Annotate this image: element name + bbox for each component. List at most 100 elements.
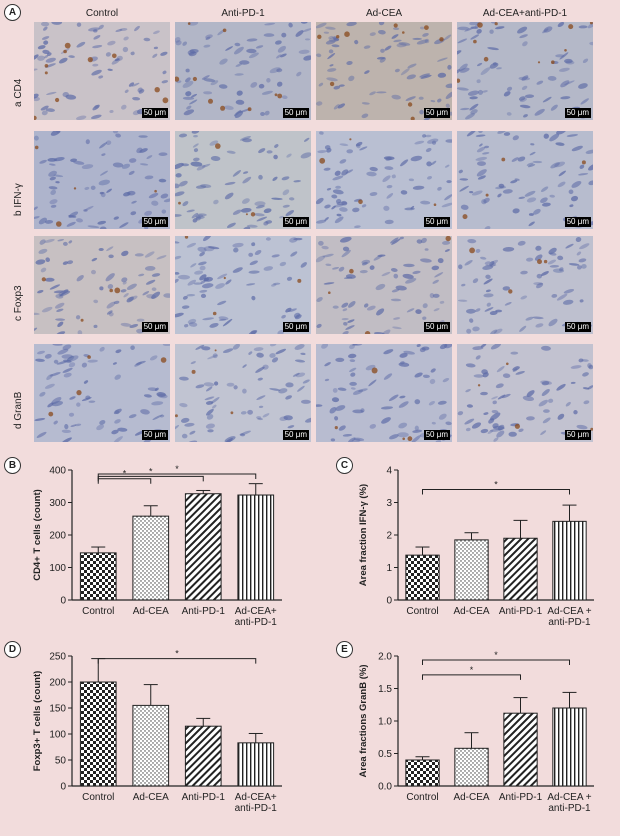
- scale-bar-label: 50 μm: [423, 430, 450, 440]
- scale-bar-label: 50 μm: [141, 322, 168, 332]
- x-tick-label: Anti-PD-1: [182, 792, 226, 803]
- bar: [132, 515, 170, 601]
- row-label: b IFN-γ: [13, 183, 24, 216]
- y-tick-label: 2.0: [378, 652, 392, 663]
- y-tick-label: 250: [49, 652, 66, 663]
- bar: [405, 554, 440, 601]
- bar: [454, 747, 489, 787]
- x-tick-label: Anti-PD-1: [499, 792, 543, 803]
- x-tick-label: Anti-PD-1: [182, 606, 226, 617]
- scale-bar-label: 50 μm: [141, 108, 168, 118]
- bar: [184, 725, 222, 787]
- y-tick-label: 100: [49, 730, 66, 741]
- y-axis-label: Area fractions GranB (%): [358, 665, 369, 778]
- x-tick-label: Ad-CEA+: [235, 606, 277, 617]
- y-tick-label: 100: [49, 563, 66, 574]
- micrograph-image: 50 μm: [316, 22, 452, 120]
- bar: [503, 712, 538, 787]
- scale-bar-label: 50 μm: [282, 108, 309, 118]
- scale-bar-label: 50 μm: [282, 217, 309, 227]
- y-axis-label: CD4+ T cells (count): [32, 489, 43, 581]
- micrograph-image: 50 μm: [457, 344, 593, 442]
- bar: [184, 493, 222, 601]
- bar: [454, 539, 489, 601]
- significance-bracket: [97, 658, 257, 664]
- significance-star: *: [175, 649, 179, 659]
- chart-c: 0 1 2 3 4 Area fraction IFN-γ (%) Control Ad-CE…: [358, 466, 594, 628]
- scale-bar-label: 50 μm: [423, 322, 450, 332]
- x-tick-label: Ad-CEA +: [547, 792, 591, 803]
- scale-bar-label: 50 μm: [564, 217, 591, 227]
- micrograph-image: 50 μm: [316, 236, 452, 334]
- y-tick-label: 300: [49, 498, 66, 509]
- x-tick-label: Ad-CEA: [453, 606, 489, 617]
- panel-a-letter: A: [4, 4, 21, 21]
- column-header: Control: [85, 8, 119, 19]
- panel-e-letter: E: [336, 641, 353, 658]
- micrograph-image: 50 μm: [316, 344, 452, 442]
- micrograph-image: 50 μm: [175, 344, 311, 442]
- x-tick-label: anti-PD-1: [235, 617, 278, 628]
- significance-bracket: [422, 659, 570, 665]
- x-tick-label: Control: [406, 792, 438, 803]
- significance-star: *: [470, 665, 474, 675]
- chart-b: 0 100 200 300 400 CD4+ T cells (count) Control…: [32, 464, 282, 628]
- y-tick-label: 0.5: [378, 749, 392, 760]
- micrograph-image: 50 μm: [34, 236, 170, 334]
- x-tick-label: Ad-CEA+: [235, 792, 277, 803]
- x-tick-label: Ad-CEA +: [547, 606, 591, 617]
- x-tick-label: anti-PD-1: [548, 617, 591, 628]
- y-tick-label: 3: [386, 498, 392, 509]
- y-axis-label: Foxp3+ T cells (count): [32, 671, 43, 772]
- panel-b-letter: B: [4, 457, 21, 474]
- x-tick-label: Ad-CEA: [133, 606, 169, 617]
- significance-star: *: [494, 480, 498, 490]
- scale-bar-label: 50 μm: [141, 217, 168, 227]
- x-tick-label: Ad-CEA: [453, 792, 489, 803]
- micrograph-image: 50 μm: [316, 131, 452, 229]
- y-tick-label: 150: [49, 704, 66, 715]
- scale-bar-label: 50 μm: [141, 430, 168, 440]
- scale-bar-label: 50 μm: [564, 322, 591, 332]
- bar: [132, 704, 170, 787]
- scale-bar-label: 50 μm: [423, 108, 450, 118]
- y-tick-label: 2: [386, 531, 392, 542]
- y-tick-label: 200: [49, 531, 66, 542]
- significance-bracket: [97, 473, 257, 479]
- x-tick-label: Control: [406, 606, 438, 617]
- x-tick-label: Ad-CEA: [133, 792, 169, 803]
- significance-bracket: [97, 478, 152, 484]
- micrograph-image: 50 μm: [457, 22, 593, 120]
- row-label: c Foxp3: [13, 285, 24, 321]
- bar: [552, 707, 587, 787]
- significance-star: *: [175, 464, 179, 474]
- row-label: d GranB: [13, 391, 24, 429]
- chart-e: 0.0 0.5 1.0 1.5 2.0 Area fractions GranB (%) C…: [358, 650, 594, 814]
- y-tick-label: 200: [49, 678, 66, 689]
- micrograph-image: 50 μm: [175, 236, 311, 334]
- micrograph-image: 50 μm: [175, 131, 311, 229]
- column-header: Ad-CEA+anti-PD-1: [482, 8, 568, 19]
- chart-d: 0 50 100 150 200 250 Foxp3+ T cells (count) Con…: [32, 649, 282, 814]
- panel-c-letter: C: [336, 457, 353, 474]
- bar: [405, 759, 440, 787]
- bar: [503, 537, 538, 601]
- y-tick-label: 50: [55, 756, 67, 767]
- bar: [237, 494, 275, 601]
- scale-bar-label: 50 μm: [423, 217, 450, 227]
- x-tick-label: Control: [82, 606, 114, 617]
- micrograph-image: 50 μm: [34, 22, 170, 120]
- scale-bar-label: 50 μm: [282, 322, 309, 332]
- y-tick-label: 1.0: [378, 717, 392, 728]
- x-tick-label: anti-PD-1: [235, 803, 278, 814]
- y-tick-label: 400: [49, 466, 66, 477]
- scale-bar-label: 50 μm: [564, 108, 591, 118]
- significance-bracket: [422, 489, 570, 495]
- scale-bar-label: 50 μm: [564, 430, 591, 440]
- column-header: Anti-PD-1: [221, 8, 265, 19]
- x-tick-label: Control: [82, 792, 114, 803]
- significance-star: *: [149, 466, 153, 476]
- y-tick-label: 1: [386, 563, 392, 574]
- micrograph-image: 50 μm: [457, 236, 593, 334]
- y-tick-label: 0: [386, 596, 392, 607]
